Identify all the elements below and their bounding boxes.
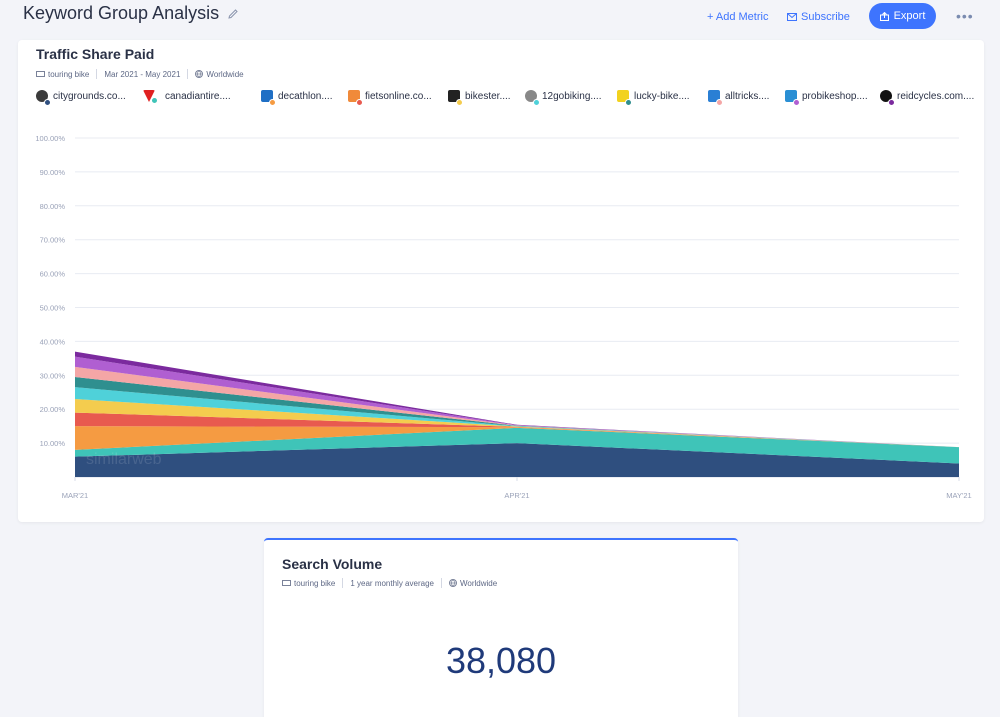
- legend-label: bikester....: [465, 90, 511, 102]
- legend-label: fietsonline.co...: [365, 90, 432, 102]
- add-metric-button[interactable]: + Add Metric: [707, 11, 768, 23]
- legend-item[interactable]: citygrounds.co...: [36, 90, 126, 106]
- chart-legend: citygrounds.co... canadiantire.... decat…: [36, 90, 976, 108]
- x-tick-label: MAR'21: [62, 491, 88, 500]
- pencil-icon[interactable]: [227, 8, 239, 20]
- export-button[interactable]: Export: [869, 3, 936, 29]
- card-meta: touring bike Mar 2021 - May 2021 Worldwi…: [36, 69, 244, 79]
- export-label: Export: [893, 10, 926, 22]
- globe-icon: [195, 70, 204, 78]
- area-series: [75, 412, 959, 448]
- legend-label: alltricks....: [725, 90, 770, 102]
- legend-item[interactable]: canadiantire....: [143, 90, 231, 104]
- legend-item[interactable]: 12gobiking....: [525, 90, 602, 106]
- traffic-share-area-chart: 10.00% 20.00% 30.00% 40.00% 50.00% 60.00% 70.0…: [35, 134, 971, 500]
- site-favicon-icon: [525, 90, 540, 106]
- globe-icon: [448, 579, 457, 587]
- card-meta: touring bike 1 year monthly average Worl…: [282, 578, 497, 588]
- area-series: [75, 427, 959, 464]
- site-favicon-icon: [617, 90, 632, 106]
- envelope-icon: [787, 13, 797, 21]
- search-volume-card: Search Volume touring bike 1 year monthl…: [264, 538, 738, 717]
- legend-item[interactable]: probikeshop....: [785, 90, 868, 106]
- export-icon: [879, 11, 889, 21]
- legend-label: 12gobiking....: [542, 90, 602, 102]
- area-series: [75, 426, 959, 450]
- region-meta: Worldwide: [448, 578, 498, 588]
- y-tick-label: 60.00%: [40, 270, 66, 279]
- region-meta: Worldwide: [195, 69, 244, 79]
- keyboard-icon: [282, 580, 291, 586]
- keyword-meta: touring bike: [282, 579, 335, 588]
- legend-item[interactable]: reidcycles.com....: [880, 90, 975, 106]
- site-favicon-icon: [36, 90, 51, 106]
- legend-label: reidcycles.com....: [897, 90, 975, 102]
- y-tick-label: 10.00%: [40, 439, 66, 448]
- y-tick-label: 50.00%: [40, 304, 66, 313]
- keyboard-icon: [36, 71, 45, 77]
- legend-label: decathlon....: [278, 90, 333, 102]
- legend-item[interactable]: fietsonline.co...: [348, 90, 432, 106]
- add-metric-label: + Add Metric: [707, 11, 769, 23]
- date-range-meta: Mar 2021 - May 2021: [104, 70, 180, 79]
- date-range-text: Mar 2021 - May 2021: [104, 69, 181, 79]
- y-tick-label: 100.00%: [35, 134, 65, 143]
- legend-item[interactable]: alltricks....: [708, 90, 770, 106]
- top-bar: Keyword Group Analysis + Add Metric Subs…: [0, 0, 1000, 32]
- area-series: [75, 443, 959, 477]
- y-tick-label: 80.00%: [40, 202, 66, 211]
- legend-item[interactable]: lucky-bike....: [617, 90, 690, 106]
- x-tick-label: APR'21: [504, 491, 529, 500]
- traffic-share-card: Traffic Share Paid touring bike Mar 2021…: [18, 40, 984, 522]
- site-favicon-icon: [348, 90, 363, 106]
- site-favicon-icon: [261, 90, 276, 106]
- watermark-overlay: similarweb: [86, 451, 162, 468]
- legend-label: lucky-bike....: [634, 90, 690, 102]
- period-meta: 1 year monthly average: [350, 579, 434, 588]
- region-text: Worldwide: [206, 69, 244, 79]
- search-volume-value: 38,080: [445, 640, 557, 681]
- legend-item[interactable]: decathlon....: [261, 90, 333, 106]
- more-options-icon[interactable]: •••: [956, 8, 974, 24]
- site-favicon-icon: [785, 90, 800, 106]
- keyword-text: touring bike: [294, 578, 336, 588]
- card-title: Search Volume: [282, 556, 383, 572]
- y-tick-label: 90.00%: [40, 168, 66, 177]
- x-tick-label: MAY'21: [946, 491, 971, 500]
- region-text: Worldwide: [459, 578, 498, 588]
- legend-label: probikeshop....: [802, 90, 868, 102]
- page-title-text: Keyword Group Analysis: [23, 3, 220, 23]
- page-title: Keyword Group Analysis: [23, 3, 239, 24]
- subscribe-label: Subscribe: [801, 11, 850, 23]
- subscribe-button[interactable]: Subscribe: [787, 11, 850, 23]
- legend-item[interactable]: bikester....: [448, 90, 511, 106]
- y-tick-label: 40.00%: [40, 337, 66, 346]
- keyword-meta: touring bike: [36, 70, 89, 79]
- site-favicon-icon: [708, 90, 723, 106]
- site-favicon-icon: [448, 90, 463, 106]
- y-tick-label: 70.00%: [40, 236, 66, 245]
- legend-label: canadiantire....: [165, 90, 231, 102]
- keyword-text: touring bike: [48, 69, 90, 79]
- card-title: Traffic Share Paid: [36, 46, 155, 62]
- y-tick-label: 20.00%: [40, 405, 66, 414]
- site-favicon-icon: [880, 90, 895, 106]
- legend-label: citygrounds.co...: [53, 90, 126, 102]
- period-text: 1 year monthly average: [350, 578, 434, 588]
- y-tick-label: 30.00%: [40, 371, 66, 380]
